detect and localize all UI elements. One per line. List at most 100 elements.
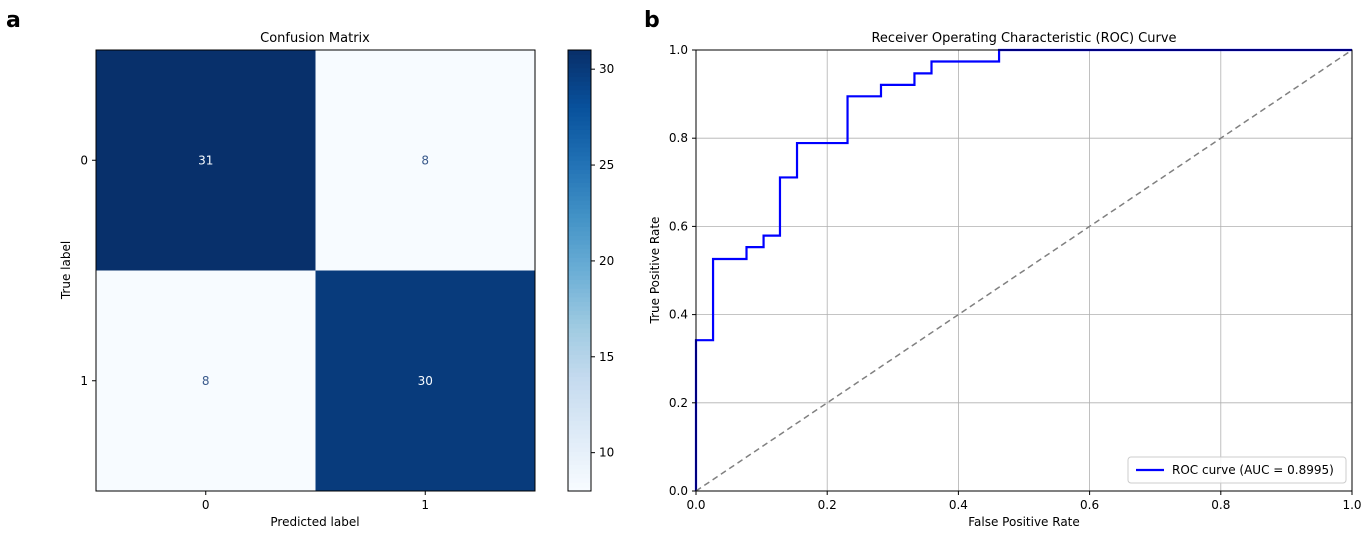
colorbar-segment: [568, 80, 591, 86]
roc-curve-line: [694, 48, 1352, 491]
cm-frame: [95, 49, 536, 492]
colorbar-segment: [568, 314, 591, 320]
colorbar-segment: [568, 301, 591, 307]
colorbar-segment: [568, 274, 591, 280]
cm-cell: [315, 270, 535, 491]
colorbar-frame: [567, 49, 592, 492]
colorbar-segment: [568, 385, 591, 391]
colorbar-segment: [568, 319, 591, 325]
colorbar-segment: [568, 199, 591, 205]
colorbar-segment: [568, 305, 591, 311]
colorbar-segment: [568, 111, 591, 117]
colorbar-segment: [568, 182, 591, 188]
roc-y-tick-label: 0.2: [669, 396, 688, 410]
colorbar-tick-label: 25: [599, 158, 614, 172]
colorbar-segment: [568, 102, 591, 108]
colorbar-tick-label: 15: [599, 350, 614, 364]
colorbar-segment: [568, 345, 591, 351]
colorbar-segment: [568, 177, 591, 183]
colorbar-segment: [568, 451, 591, 457]
colorbar-segment: [568, 120, 591, 126]
colorbar-segment: [568, 151, 591, 157]
colorbar-segment: [568, 283, 591, 289]
colorbar-segment: [568, 442, 591, 448]
colorbar-segment: [568, 446, 591, 452]
colorbar-segment: [568, 58, 591, 64]
colorbar-segment: [568, 438, 591, 444]
colorbar-segment: [568, 160, 591, 166]
colorbar-segment: [568, 464, 591, 470]
roc-title: Receiver Operating Characteristic (ROC) …: [871, 31, 1176, 46]
colorbar-segment: [568, 244, 591, 250]
colorbar-segment: [568, 455, 591, 461]
colorbar-segment: [568, 424, 591, 430]
colorbar-segment: [568, 433, 591, 439]
colorbar-segment: [568, 376, 591, 382]
roc-chart: Receiver Operating Characteristic (ROC) …: [648, 31, 1362, 529]
colorbar-segment: [568, 67, 591, 73]
cm-cell-value: 8: [202, 374, 210, 388]
colorbar-segment: [568, 107, 591, 113]
roc-legend-label: ROC curve (AUC = 0.8995): [1172, 463, 1334, 477]
cm-ylabel: True label: [59, 241, 73, 300]
roc-x-tick-label: 1.0: [1342, 498, 1361, 512]
colorbar-segment: [568, 354, 591, 360]
colorbar-segment: [568, 460, 591, 466]
colorbar-segment: [568, 310, 591, 316]
colorbar-segment: [568, 482, 591, 488]
colorbar-segment: [568, 416, 591, 422]
colorbar-segment: [568, 147, 591, 153]
roc-y-tick-label: 0.8: [669, 131, 688, 145]
colorbar-segment: [568, 85, 591, 91]
roc-x-tick-label: 0.4: [949, 498, 968, 512]
colorbar-segment: [568, 257, 591, 263]
roc-y-tick-label: 0.4: [669, 308, 688, 322]
colorbar-segment: [568, 341, 591, 347]
cm-cell: [315, 50, 535, 271]
colorbar-segment: [568, 411, 591, 417]
roc-ticks: 0.0 0.2 0.4 0.6 0.8 1.0 0.0 0.2 0.4 0.6 0.8 1.0: [669, 43, 1362, 512]
colorbar-segment: [568, 217, 591, 223]
colorbar-segment: [568, 72, 591, 78]
confusion-matrix-chart: Confusion Matrix 31 88 30 0 101 Predicted l…: [59, 31, 614, 529]
roc-x-tick-label: 0.0: [686, 498, 705, 512]
colorbar-segment: [568, 296, 591, 302]
colorbar-segment: [568, 468, 591, 474]
colorbar-segment: [568, 226, 591, 232]
colorbar-segment: [568, 164, 591, 170]
cm-title: Confusion Matrix: [260, 31, 370, 46]
colorbar-segment: [568, 349, 591, 355]
colorbar-segment: [568, 133, 591, 139]
colorbar-tick-label: 30: [599, 62, 614, 76]
colorbar-segment: [568, 142, 591, 148]
colorbar-segment: [568, 186, 591, 192]
cm-y-tick-label: 1: [80, 374, 88, 388]
colorbar-segment: [568, 248, 591, 254]
colorbar-segment: [568, 235, 591, 241]
colorbar-segment: [568, 429, 591, 435]
colorbar-segment: [568, 336, 591, 342]
colorbar-segment: [568, 173, 591, 179]
colorbar-segment: [568, 63, 591, 69]
colorbar-segment: [568, 327, 591, 333]
roc-x-tick-label: 0.8: [1211, 498, 1230, 512]
colorbar-segment: [568, 239, 591, 245]
colorbar: 10 15 20 25 30: [567, 49, 614, 492]
colorbar-segment: [568, 252, 591, 258]
roc-legend: ROC curve (AUC = 0.8995): [1127, 456, 1347, 484]
cm-cells: 31 8 8 30: [96, 50, 535, 491]
colorbar-segment: [568, 261, 591, 267]
roc-ylabel: True Positive Rate: [648, 217, 662, 325]
colorbar-segment: [568, 208, 591, 214]
colorbar-segment: [568, 138, 591, 144]
colorbar-segment: [568, 155, 591, 161]
cm-cell-value: 30: [418, 374, 433, 388]
colorbar-segment: [568, 230, 591, 236]
colorbar-segment: [568, 380, 591, 386]
colorbar-segment: [568, 76, 591, 82]
colorbar-segment: [568, 195, 591, 201]
colorbar-segment: [568, 332, 591, 338]
roc-x-tick-label: 0.2: [818, 498, 837, 512]
